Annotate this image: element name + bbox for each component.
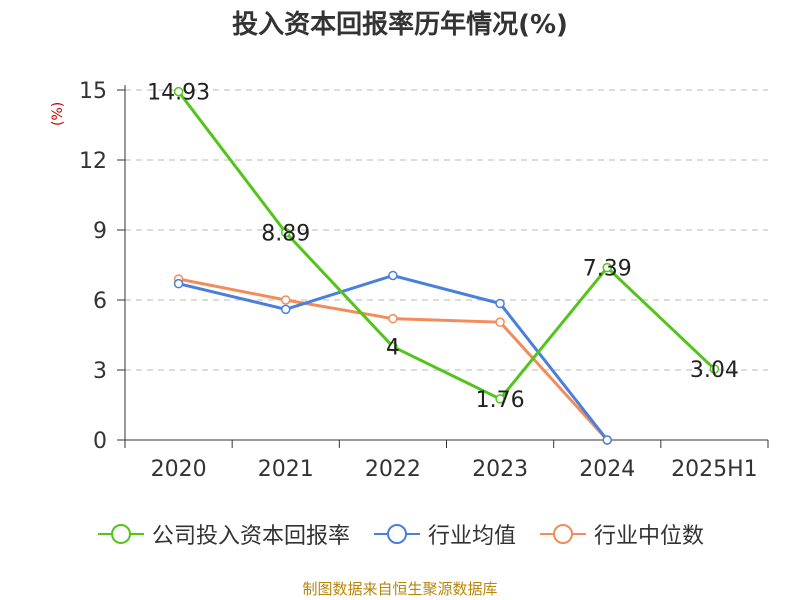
data-label: 7.39 <box>583 257 632 282</box>
source-note: 制图数据来自恒生聚源数据库 <box>302 580 498 598</box>
series-point <box>388 270 398 281</box>
chart-title: 投入资本回报率历年情况(%) <box>232 10 568 40</box>
legend-item-industry-median[interactable]: 行业中位数 <box>538 518 704 550</box>
x-tick-label: 2023 <box>472 457 528 482</box>
x-tick-label: 2021 <box>258 457 314 482</box>
data-label: 4 <box>386 336 400 361</box>
legend-item-industry-mean[interactable]: 行业均值 <box>372 518 516 550</box>
legend-item-company-roic[interactable]: 公司投入资本回报率 <box>96 518 350 550</box>
y-tick-label: 3 <box>93 359 107 384</box>
series-point <box>709 364 720 374</box>
x-tick-label: 2020 <box>151 457 207 482</box>
legend-swatch-blue <box>373 524 420 544</box>
legend: 公司投入资本回报率 行业均值 行业中位数 <box>0 518 800 550</box>
series-lines <box>173 86 720 445</box>
x-tick-label: 2024 <box>579 457 635 482</box>
x-tick-label: 2022 <box>365 457 421 482</box>
y-tick-label: 15 <box>79 79 107 104</box>
legend-swatch-orange <box>540 524 586 544</box>
legend-label-industry-median: 行业中位数 <box>594 524 705 549</box>
y-tick-label: 0 <box>93 429 107 454</box>
data-labels: 14.93 8.89 4 1.76 7.39 3.04 <box>147 81 739 413</box>
series-line <box>177 90 716 401</box>
legend-label-company-roic: 公司投入资本回报率 <box>151 524 350 549</box>
y-tick-label: 9 <box>93 219 107 244</box>
legend-swatch-green <box>97 524 144 544</box>
axes: 0 3 6 9 12 15 2020 2021 2022 2023 2024 2025H1 <box>79 79 769 482</box>
data-label: 1.76 <box>476 388 525 413</box>
gridlines <box>125 89 768 371</box>
legend-label-industry-mean: 行业均值 <box>427 524 516 549</box>
line-chart: 0 3 6 9 12 15 2020 2021 2022 2023 2024 2025H1 14.93… <box>79 79 769 482</box>
series-point <box>495 394 505 404</box>
series-point <box>173 86 184 97</box>
series-point <box>388 313 398 324</box>
data-label: 8.89 <box>261 222 310 247</box>
series-point <box>495 317 505 327</box>
series-point <box>281 295 291 305</box>
series-point <box>388 341 398 352</box>
series-point <box>495 298 505 309</box>
data-label: 14.93 <box>147 81 210 106</box>
series-point <box>602 262 612 273</box>
series-point <box>173 278 184 289</box>
series-point <box>281 304 291 315</box>
x-tick-label: 2025H1 <box>671 457 758 482</box>
y-tick-label: 12 <box>79 149 107 174</box>
y-tick-label: 6 <box>93 289 107 314</box>
data-label: 3.04 <box>690 358 739 383</box>
series-point <box>602 435 612 445</box>
series-point <box>281 227 291 238</box>
